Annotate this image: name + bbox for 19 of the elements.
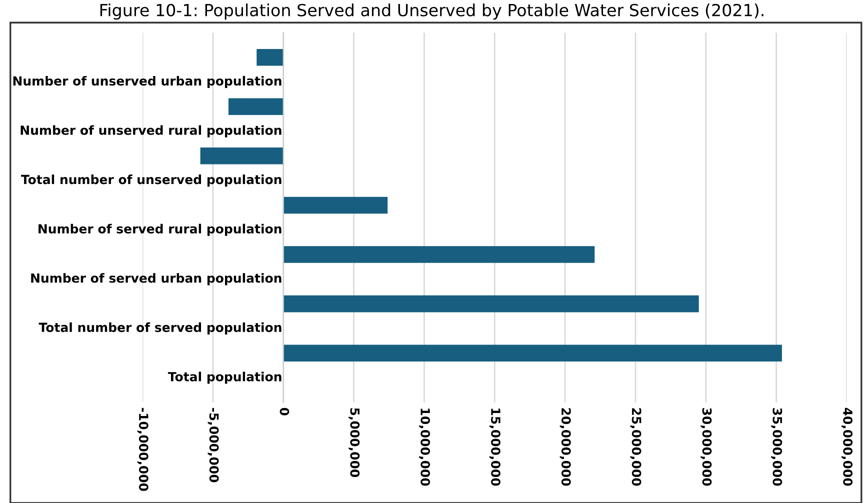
- x-tick-label: 0: [280, 408, 290, 416]
- x-tick-label: -10,000,000: [137, 408, 148, 491]
- x-tick-label: 15,000,000: [489, 408, 500, 486]
- y-tick-label: Number of unserved urban population: [13, 76, 282, 88]
- y-tick-label: Number of served rural population: [38, 224, 282, 236]
- y-tick-label: Number of served urban population: [31, 273, 282, 286]
- y-tick-label: Number of unserved rural population: [20, 125, 282, 138]
- x-tick-label: 10,000,000: [419, 408, 430, 486]
- x-tick-label: 30,000,000: [700, 408, 712, 486]
- x-tick-label: 25,000,000: [630, 408, 642, 486]
- y-tick-label: Total number of unserved population: [21, 174, 282, 187]
- x-tick-label: -5,000,000: [208, 408, 219, 482]
- x-tick-label: 35,000,000: [771, 408, 782, 486]
- x-tick-label: 20,000,000: [560, 408, 571, 486]
- chart-title: Figure 10-1: Population Served and Unserved by Potable Water Services (2021).: [100, 4, 764, 20]
- x-tick-label: 5,000,000: [348, 408, 360, 478]
- y-tick-label: Total number of served population: [38, 322, 282, 335]
- x-tick-label: 40,000,000: [841, 408, 853, 486]
- y-tick-label: Total population: [168, 372, 282, 384]
